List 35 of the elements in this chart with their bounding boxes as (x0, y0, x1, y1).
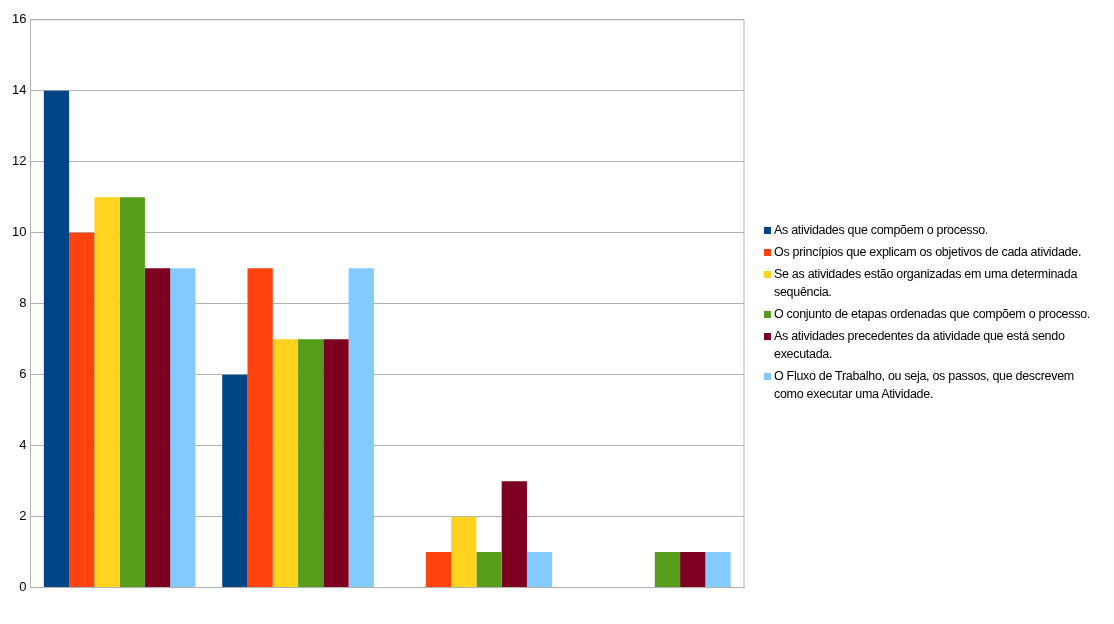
y-tick-label: 6 (19, 366, 27, 382)
bar (425, 552, 452, 588)
legend-label: Se as atividades estão organizadas em uma determinada sequência. (774, 266, 1079, 301)
legend-label: As atividades que compõem o processo. (774, 222, 989, 239)
bar (501, 481, 527, 588)
bar (526, 552, 553, 588)
bar (144, 268, 171, 588)
bar (247, 268, 273, 588)
bar (222, 374, 248, 588)
y-tick-label: 14 (11, 82, 27, 98)
bar (298, 339, 324, 588)
y-tick-label: 0 (19, 579, 27, 595)
y-tick-label: 12 (11, 153, 27, 169)
legend-label: O Fluxo de Trabalho, ou seja, os passos, que descrevem como executar uma Atividade. (774, 368, 1075, 403)
y-tick-label: 4 (19, 437, 27, 453)
bar (170, 268, 196, 588)
bar (119, 197, 145, 588)
legend-label: Os princípios que explicam os objetivos de cada atividade. (774, 244, 1082, 261)
bar (69, 232, 95, 588)
legend-label: O conjunto de etapas ordenadas que compõem o processo. (774, 306, 1090, 323)
bar (323, 339, 349, 588)
y-tick-label: 16 (11, 11, 27, 27)
legend-label: As atividades precedentes da atividade que está sendo executada. (774, 328, 1066, 363)
bar (348, 268, 374, 588)
y-tick-label: 2 (19, 508, 27, 524)
bar (705, 552, 731, 588)
bar (654, 552, 681, 588)
bar (476, 552, 502, 588)
bar (43, 90, 70, 588)
bar (94, 197, 120, 588)
bar (451, 516, 477, 588)
bar (272, 339, 299, 588)
y-tick-label: 10 (11, 224, 27, 240)
bar (680, 552, 706, 588)
y-tick-label: 8 (19, 295, 27, 311)
